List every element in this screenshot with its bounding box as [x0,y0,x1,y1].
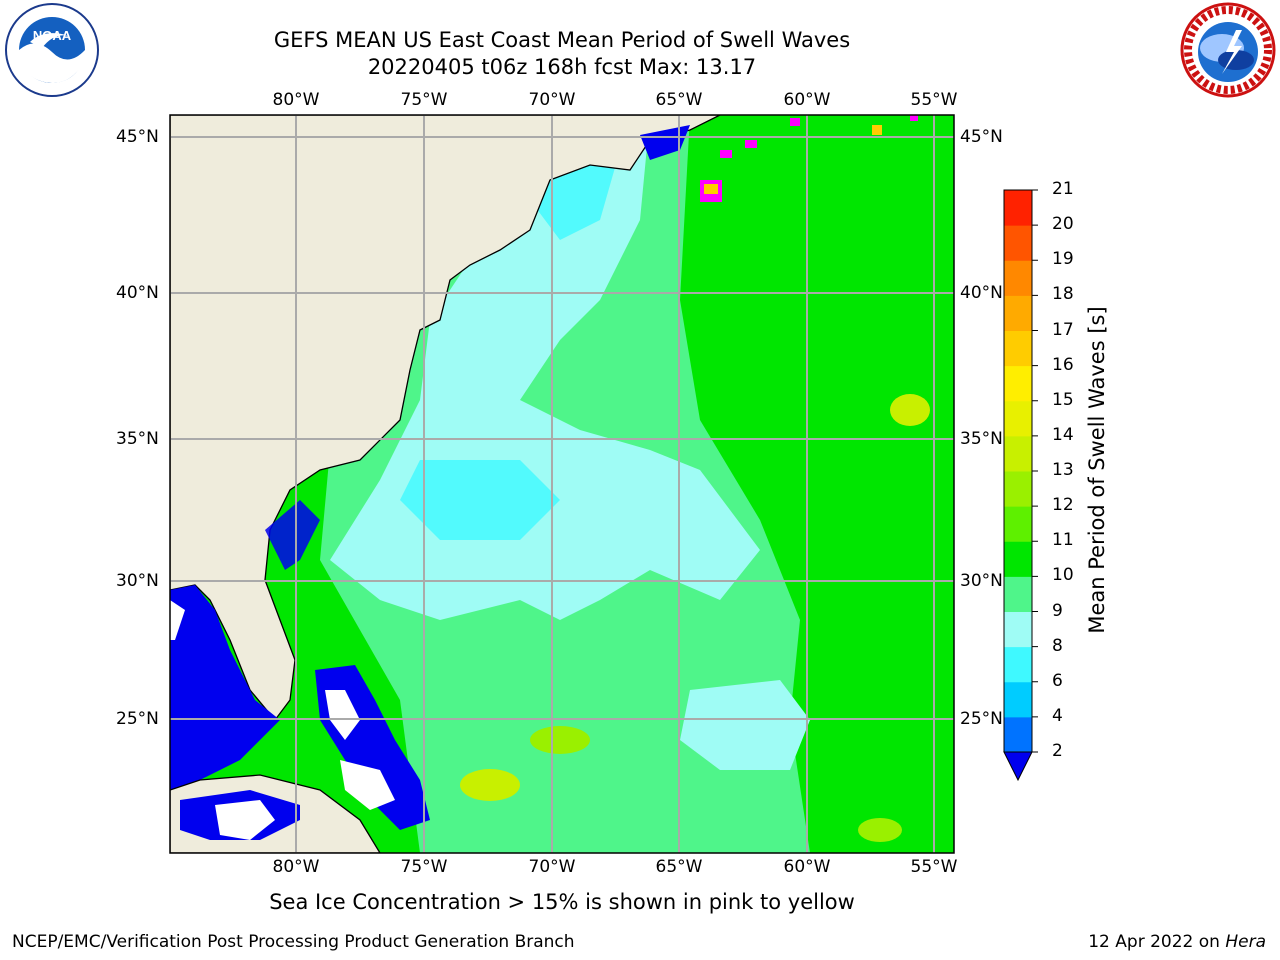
map-frame [169,114,955,854]
colorbar-tick-label: 18 [1052,284,1074,305]
colorbar-segment [1004,646,1032,683]
footer-date: 12 Apr 2022 on Hera [1088,932,1266,952]
colorbar-tick-label: 20 [1052,214,1074,235]
noaa-logo-text: NOAA [33,28,72,43]
ice-spot-3 [745,140,757,148]
ice-spot-6 [910,115,918,121]
lon-label-top-60w: 60°W [783,90,831,110]
florida-shelf [265,500,320,570]
colorbar-segment [1004,716,1032,753]
colorbar-segment [1004,260,1032,296]
colorbar-segment [1004,330,1032,367]
lon-label-top-75w: 75°W [400,90,448,110]
map-title: GEFS MEAN US East Coast Mean Period of S… [273,28,851,52]
colorbar-tick-label: 2 [1052,741,1063,761]
lon-label-top-65w: 65°W [655,90,703,110]
colorbar-tick-label: 9 [1052,600,1063,621]
footer-credit: NCEP/EMC/Verification Post Processing Pr… [12,932,575,952]
colorbar-segment [1004,295,1032,331]
colorbar-segment [1004,365,1032,402]
ocean-pale-patch [680,680,810,770]
yellow-spot-east [890,394,930,426]
ice-spot-1-core [704,184,718,194]
colorbar-tick-label: 4 [1052,705,1063,726]
lon-label-bottom-75w: 75°W [400,857,448,877]
lat-label-right-30n: 30°N [960,571,1003,591]
colorbar-segment [1004,471,1032,507]
map-subtitle: 20220405 t06z 168h fcst Max: 13.17 [367,55,757,79]
gulf-deep-area [170,585,280,790]
footer-machine: Hera [1225,932,1266,952]
colorbar-tick-label: 21 [1052,179,1074,199]
colorbar-segment [1004,225,1032,261]
colorbar-under-arrow [1003,751,1033,782]
colorbar-tick-label: 15 [1052,389,1074,410]
lon-label-top-70w: 70°W [528,90,576,110]
colorbar [1003,189,1038,782]
lat-label-right-35n: 35°N [960,429,1003,449]
noaa-logo: NOAA [5,3,99,97]
lon-label-bottom-65w: 65°W [655,857,703,877]
lat-label-left-45n: 45°N [116,127,159,147]
colorbar-tick-label: 16 [1052,354,1074,375]
colorbar-tick-label: 14 [1052,424,1074,445]
colorbar-tick-label: 11 [1052,530,1074,551]
ice-spot-5 [872,125,882,135]
cuba-white [215,800,275,840]
ocean-cyan-patch [400,460,560,540]
lat-label-left-35n: 35°N [116,429,159,449]
sea-ice-note: Sea Ice Concentration > 15% is shown in … [269,890,855,914]
lat-label-left-40n: 40°N [116,283,159,303]
lat-label-right-40n: 40°N [960,283,1003,303]
colorbar-tick-label: 6 [1052,670,1063,691]
gulf-white-gap [170,600,185,640]
lat-label-left-25n: 25°N [116,709,159,729]
yellow-spot-southeast [858,818,902,842]
colorbar-segment [1004,541,1032,577]
lon-label-top-55w: 55°W [910,90,958,110]
colorbar-tick-label: 19 [1052,249,1074,270]
colorbar-tick-label: 17 [1052,319,1074,340]
colorbar-segment [1004,506,1032,542]
colorbar-tick-label: 8 [1052,635,1063,656]
lon-label-bottom-55w: 55°W [910,857,958,877]
lat-label-right-25n: 25°N [960,709,1003,729]
lon-label-top-80w: 80°W [272,90,320,110]
lon-label-bottom-70w: 70°W [528,857,576,877]
lon-label-bottom-60w: 60°W [783,857,831,877]
ice-spot-4 [790,118,800,126]
colorbar-segment [1004,576,1032,612]
bahamas-white-2 [340,760,395,810]
colorbar-segment [1004,190,1032,226]
colorbar-tick-label: 10 [1052,565,1074,586]
lon-label-bottom-80w: 80°W [272,857,320,877]
footer-date-text: 12 Apr 2022 on [1088,932,1220,952]
gulf-of-maine-shelf [640,125,690,160]
colorbar-segment [1004,400,1032,437]
colorbar-segment [1004,611,1032,648]
lat-label-right-45n: 45°N [960,127,1003,147]
colorbar-segment [1004,435,1032,472]
colorbar-tick-label: 13 [1052,460,1074,480]
graticule [170,115,954,853]
colorbar-segment [1004,681,1032,718]
yellow-spot-south [460,769,520,801]
nws-logo [1180,2,1276,98]
lat-label-left-30n: 30°N [116,571,159,591]
colorbar-title: Mean Period of Swell Waves [s] [1085,306,1109,634]
yellow-spot-mid [530,726,590,754]
ice-spot-2 [720,150,732,158]
bahamas-white-1 [325,690,360,740]
colorbar-tick-label: 12 [1052,495,1074,516]
